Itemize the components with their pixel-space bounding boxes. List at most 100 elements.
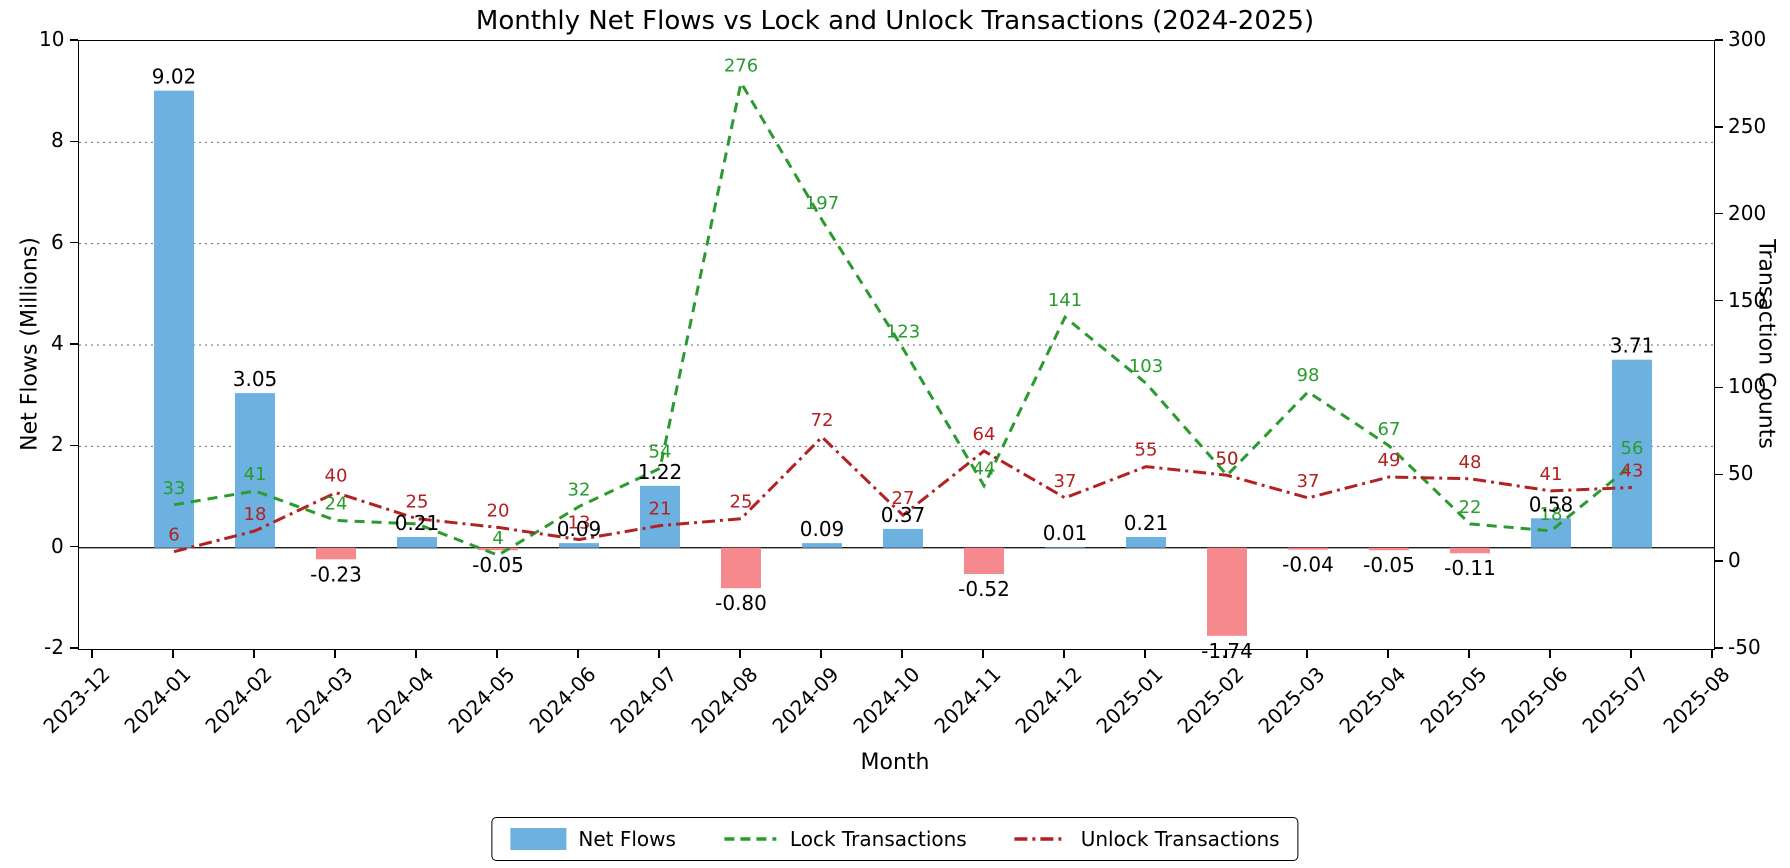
- legend-item-unlock: Unlock Transactions: [1013, 827, 1280, 851]
- unlock-point-label: 18: [244, 504, 267, 525]
- bar: [559, 543, 599, 548]
- y-left-tick-label: 6: [51, 229, 64, 254]
- bar-value-label: 0.09: [800, 517, 845, 541]
- x-tick-mark: [415, 649, 417, 658]
- bar-value-label: 0.09: [557, 517, 602, 541]
- y-left-tick-mark: [70, 444, 78, 447]
- lock-point-label: 24: [325, 493, 348, 514]
- x-tick-label: 2024-12: [1010, 662, 1087, 739]
- unlock-point-label: 20: [487, 500, 510, 521]
- x-tick-mark: [658, 649, 660, 658]
- unlock-point-label: 37: [1297, 471, 1320, 492]
- bar: [1612, 359, 1652, 548]
- x-tick-label: 2024-09: [767, 662, 844, 739]
- y-right-tick-label: 300: [1728, 27, 1767, 51]
- y-right-tick-mark: [1714, 473, 1723, 476]
- unlock-point-label: 55: [1135, 440, 1158, 461]
- bar: [1126, 537, 1166, 548]
- bar: [721, 547, 761, 589]
- y-right-tick-mark: [1714, 39, 1723, 41]
- x-tick-label: 2025-07: [1577, 662, 1654, 739]
- lock-point-label: 4: [492, 528, 503, 549]
- lock-point-label: 50: [1216, 448, 1239, 469]
- bar: [1045, 547, 1085, 548]
- unlock-point-label: 21: [649, 499, 672, 520]
- unlock-point-label: 25: [730, 492, 753, 513]
- x-tick-label: 2024-02: [200, 662, 277, 739]
- lock-point-label: 197: [805, 193, 839, 214]
- bar-value-label: -0.52: [958, 577, 1010, 601]
- lock-point-label: 22: [1459, 497, 1482, 518]
- lock-point-label: 67: [1378, 419, 1401, 440]
- bar: [964, 547, 1004, 575]
- unlock-line-sample-icon: [1014, 837, 1067, 841]
- lock-point-label: 98: [1297, 365, 1320, 386]
- y-left-tick-label: 8: [51, 128, 64, 153]
- x-tick-mark: [1468, 649, 1470, 658]
- x-tick-mark: [1144, 649, 1146, 658]
- bar-value-label: 0.37: [881, 503, 926, 527]
- bar-value-label: -0.05: [472, 553, 524, 577]
- x-tick-label: 2025-03: [1253, 662, 1330, 739]
- unlock-point-label: 43: [1621, 460, 1644, 481]
- unlock-point-label: 72: [811, 410, 834, 431]
- y-left-tick-label: 0: [51, 533, 64, 558]
- y-left-tick-mark: [70, 241, 78, 244]
- bar: [235, 393, 275, 548]
- y-right-tick-mark: [1714, 560, 1723, 562]
- legend-item-lock: Lock Transactions: [722, 827, 967, 851]
- y-left-tick-mark: [70, 545, 78, 548]
- chart-title: Monthly Net Flows vs Lock and Unlock Tra…: [475, 6, 1315, 36]
- bar-value-label: -1.74: [1201, 639, 1253, 663]
- x-tick-mark: [739, 649, 741, 658]
- legend-item-net-flows: Net Flows: [510, 827, 676, 851]
- bar-value-label: 0.58: [1529, 492, 1574, 516]
- bar-value-label: -0.05: [1363, 553, 1415, 577]
- y-right-tick-mark: [1714, 386, 1723, 389]
- x-tick-mark: [982, 649, 984, 658]
- x-tick-mark: [820, 649, 822, 658]
- bar-value-label: -0.04: [1282, 553, 1334, 577]
- y-left-tick-mark: [70, 140, 78, 143]
- y-right-tick-label: 200: [1728, 200, 1767, 225]
- y-right-tick-label: 0: [1728, 548, 1741, 573]
- x-tick-label: 2025-04: [1334, 662, 1411, 739]
- y-left-tick-mark: [70, 39, 78, 41]
- x-tick-label: 2023-12: [38, 662, 115, 739]
- legend-label-lock: Lock Transactions: [789, 827, 967, 851]
- bar-value-label: -0.23: [310, 562, 362, 586]
- y-right-tick-mark: [1714, 299, 1723, 302]
- bar: [1531, 518, 1571, 548]
- x-tick-label: 2024-07: [605, 662, 682, 739]
- x-tick-label: 2025-05: [1415, 662, 1492, 739]
- lock-point-label: 18: [1540, 504, 1563, 525]
- lock-point-label: 54: [649, 441, 672, 462]
- x-tick-mark: [577, 649, 579, 658]
- y-right-tick-label: -50: [1728, 635, 1761, 659]
- x-tick-label: 2025-08: [1658, 662, 1735, 739]
- bar-value-label: -0.11: [1444, 556, 1496, 580]
- unlock-point-label: 25: [406, 492, 429, 513]
- lock-point-label: 32: [568, 480, 591, 501]
- x-tick-mark: [1063, 649, 1065, 658]
- x-tick-mark: [91, 649, 93, 658]
- legend-label-net-flows: Net Flows: [578, 827, 676, 851]
- x-tick-label: 2025-02: [1172, 662, 1249, 739]
- lock-point-label: 141: [1048, 290, 1082, 311]
- y-right-tick-label: 50: [1728, 461, 1754, 486]
- x-tick-mark: [334, 649, 336, 658]
- unlock-point-label: 37: [1054, 471, 1077, 492]
- bar-value-label: 1.22: [638, 460, 683, 484]
- lock-point-label: 123: [886, 321, 920, 342]
- bar: [478, 547, 518, 551]
- lock-point-label: 56: [1621, 438, 1644, 459]
- y-left-tick-mark: [70, 343, 78, 345]
- y-right-tick-mark: [1714, 647, 1723, 649]
- x-tick-mark: [1549, 649, 1551, 658]
- bar: [1369, 547, 1409, 551]
- bar: [802, 543, 842, 548]
- x-tick-mark: [1306, 649, 1308, 658]
- y-left-tick-label: 10: [39, 27, 65, 51]
- y-right-tick-label: 250: [1728, 113, 1767, 138]
